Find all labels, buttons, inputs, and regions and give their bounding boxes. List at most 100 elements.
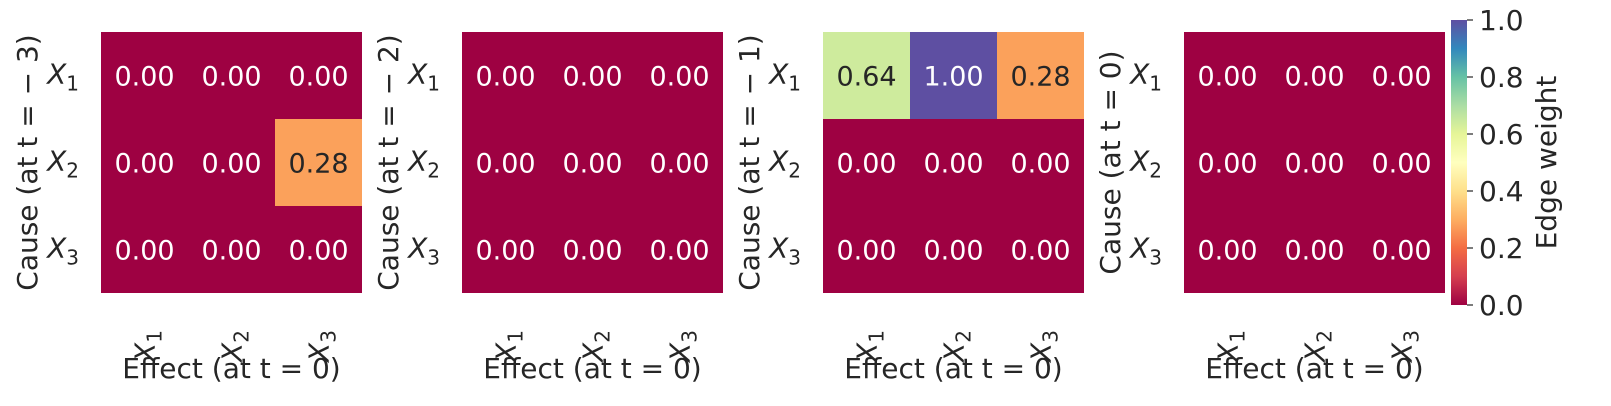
cell-value-label: 0.00 bbox=[1371, 149, 1431, 180]
colorbar-tick-label: 0.8 bbox=[1479, 61, 1524, 94]
heatmap-cell bbox=[101, 206, 188, 293]
heatmap-cell bbox=[101, 119, 188, 206]
heatmap-panel-4: 0.00 0.00 0.00 0.00 0.00 0.00 0.00 0.00 0.00 X1 X2… bbox=[1094, 32, 1445, 385]
cell-value-label: 0.28 bbox=[288, 149, 348, 180]
y-tick-label: X1 bbox=[45, 58, 79, 96]
heatmap-cell bbox=[275, 32, 362, 119]
x-tick-label: X3 bbox=[1386, 330, 1424, 364]
cell-value-label: 0.00 bbox=[1284, 62, 1344, 93]
cell-value-label: 0.00 bbox=[649, 149, 709, 180]
cell-value-label: 0.28 bbox=[1010, 62, 1070, 93]
cell-value-label: 0.00 bbox=[1371, 62, 1431, 93]
cell-value-label: 0.00 bbox=[562, 236, 622, 267]
cell-value-label: 0.64 bbox=[836, 62, 896, 93]
colorbar: 0.0 0.2 0.4 0.6 0.8 1.0 Edge weight bbox=[1451, 4, 1563, 322]
heatmap-cell bbox=[1358, 206, 1445, 293]
cell-value-label: 0.00 bbox=[201, 149, 261, 180]
y-tick-label: X1 bbox=[406, 58, 440, 96]
heatmap-cell bbox=[275, 119, 362, 206]
x-tick-label: X2 bbox=[938, 330, 976, 364]
heatmap-cell bbox=[549, 119, 636, 206]
x-tick-label: X3 bbox=[664, 330, 702, 364]
heatmap-cell bbox=[188, 32, 275, 119]
heatmap-cell bbox=[910, 206, 997, 293]
cell-value-label: 0.00 bbox=[475, 62, 535, 93]
x-tick-label: X1 bbox=[129, 330, 167, 364]
colorbar-gradient bbox=[1451, 20, 1467, 305]
y-tick-label: X2 bbox=[406, 145, 440, 183]
heatmap-cell bbox=[636, 119, 723, 206]
heatmap-cell bbox=[636, 206, 723, 293]
heatmap-cell bbox=[997, 119, 1084, 206]
cell-value-label: 0.00 bbox=[475, 236, 535, 267]
cell-value-label: 0.00 bbox=[649, 236, 709, 267]
cell-value-label: 0.00 bbox=[288, 62, 348, 93]
x-axis-label: Effect (at t = 0) bbox=[1205, 352, 1423, 385]
heatmap-cell bbox=[549, 206, 636, 293]
cell-value-label: 0.00 bbox=[562, 149, 622, 180]
colorbar-tick-label: 0.4 bbox=[1479, 175, 1524, 208]
y-axis-label: Cause (at t = − 3) bbox=[11, 34, 44, 290]
heatmap-cell bbox=[275, 206, 362, 293]
y-tick-label: X3 bbox=[1128, 232, 1162, 270]
cell-value-label: 0.00 bbox=[1197, 236, 1257, 267]
heatmap-cell bbox=[823, 206, 910, 293]
y-axis-label: Cause (at t = 0) bbox=[1094, 50, 1127, 274]
y-axis-label: Cause (at t = − 2) bbox=[372, 34, 405, 290]
cell-value-label: 0.00 bbox=[114, 62, 174, 93]
y-tick-label: X2 bbox=[1128, 145, 1162, 183]
cell-value-label: 0.00 bbox=[562, 62, 622, 93]
heatmap-cell bbox=[910, 119, 997, 206]
cell-value-label: 0.00 bbox=[923, 236, 983, 267]
y-tick-label: X2 bbox=[767, 145, 801, 183]
x-axis-label: Effect (at t = 0) bbox=[483, 352, 701, 385]
heatmap-cell bbox=[1271, 32, 1358, 119]
cell-value-label: 0.00 bbox=[475, 149, 535, 180]
heatmap-cell bbox=[823, 119, 910, 206]
heatmap-cell bbox=[101, 32, 188, 119]
heatmap-cell bbox=[462, 119, 549, 206]
cell-value-label: 0.00 bbox=[1371, 236, 1431, 267]
cell-value-label: 0.00 bbox=[114, 236, 174, 267]
cell-value-label: 0.00 bbox=[1284, 149, 1344, 180]
cell-value-label: 0.00 bbox=[836, 236, 896, 267]
cell-value-label: 0.00 bbox=[114, 149, 174, 180]
heatmap-cell bbox=[1271, 206, 1358, 293]
x-axis-label: Effect (at t = 0) bbox=[844, 352, 1062, 385]
cell-value-label: 0.00 bbox=[201, 236, 261, 267]
heatmap-cell bbox=[636, 32, 723, 119]
x-tick-label: X1 bbox=[490, 330, 528, 364]
colorbar-tick-label: 0.0 bbox=[1479, 289, 1524, 322]
x-tick-label: X2 bbox=[1299, 330, 1337, 364]
x-tick-label: X3 bbox=[1025, 330, 1063, 364]
heatmap-cell bbox=[997, 206, 1084, 293]
cell-value-label: 0.00 bbox=[1284, 236, 1344, 267]
heatmap-cell bbox=[910, 32, 997, 119]
heatmap-panel-1: 0.00 0.00 0.00 0.00 0.00 0.28 0.00 0.00 0.00 X1 X2… bbox=[11, 32, 362, 385]
cell-value-label: 0.00 bbox=[1197, 62, 1257, 93]
cell-value-label: 0.00 bbox=[649, 62, 709, 93]
y-tick-label: X2 bbox=[45, 145, 79, 183]
x-tick-label: X3 bbox=[303, 330, 341, 364]
x-tick-label: X1 bbox=[851, 330, 889, 364]
heatmap-cell bbox=[823, 32, 910, 119]
cell-value-label: 0.00 bbox=[923, 149, 983, 180]
y-axis-label: Cause (at t = − 1) bbox=[733, 34, 766, 290]
heatmap-cell bbox=[462, 206, 549, 293]
heatmap-cell bbox=[1271, 119, 1358, 206]
heatmap-panel-3: 0.64 1.00 0.28 0.00 0.00 0.00 0.00 0.00 0.00 X1 X2… bbox=[733, 32, 1084, 385]
y-tick-label: X1 bbox=[767, 58, 801, 96]
y-tick-label: X3 bbox=[406, 232, 440, 270]
heatmap-panel-2: 0.00 0.00 0.00 0.00 0.00 0.00 0.00 0.00 0.00 X1 X2… bbox=[372, 32, 723, 385]
cell-value-label: 0.00 bbox=[836, 149, 896, 180]
colorbar-tick-label: 0.2 bbox=[1479, 232, 1524, 265]
heatmap-cell bbox=[188, 206, 275, 293]
colorbar-label: Edge weight bbox=[1530, 76, 1563, 250]
heatmap-cell bbox=[1358, 32, 1445, 119]
cell-value-label: 0.00 bbox=[1010, 149, 1070, 180]
cell-value-label: 0.00 bbox=[1010, 236, 1070, 267]
x-tick-label: X2 bbox=[577, 330, 615, 364]
x-tick-label: X1 bbox=[1212, 330, 1250, 364]
heatmap-cell bbox=[549, 32, 636, 119]
